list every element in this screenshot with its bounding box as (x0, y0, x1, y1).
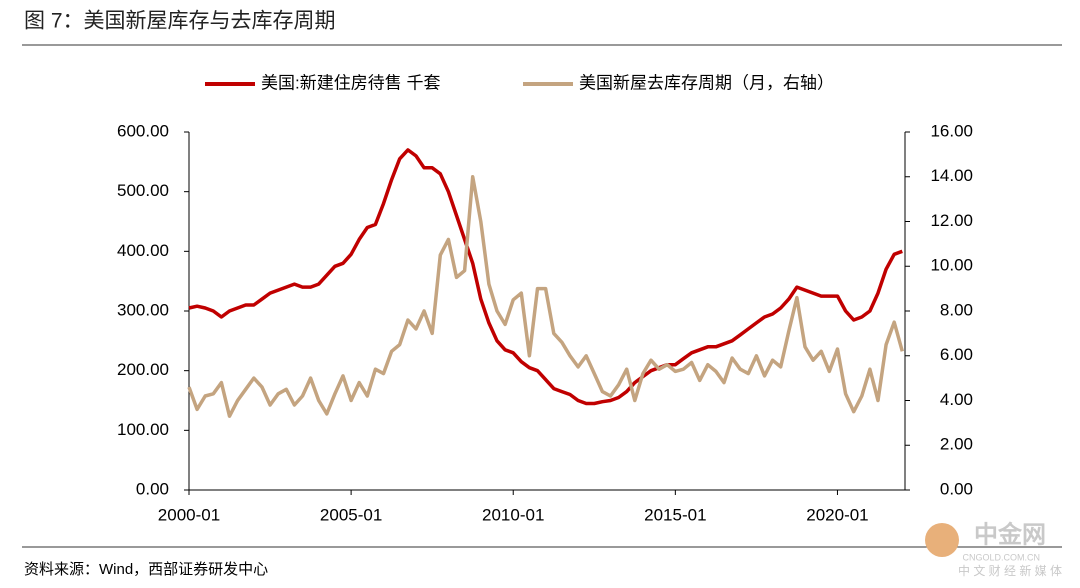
y-tick-label: 300.00 (117, 300, 169, 319)
chart-title: 图 7：美国新屋库存与去库存周期 (24, 10, 336, 33)
y2-tick-label: 0.00 (940, 479, 973, 498)
y2-tick-label: 2.00 (940, 435, 973, 454)
series-line (188, 148, 903, 406)
y2-tick-label: 4.00 (940, 390, 973, 409)
watermark-logo (925, 523, 959, 557)
y-tick-label: 600.00 (117, 121, 169, 140)
x-tick-label: 2005-01 (320, 505, 382, 524)
watermark-site: CNGOLD.COM.CN (962, 552, 1040, 562)
y-tick-label: 0.00 (136, 479, 169, 498)
x-tick-label: 2020-01 (806, 505, 868, 524)
x-tick-label: 2015-01 (644, 505, 706, 524)
y2-tick-label: 16.00 (930, 121, 973, 140)
y2-tick-label: 8.00 (940, 300, 973, 319)
y2-tick-label: 6.00 (940, 345, 973, 364)
series-line (187, 175, 904, 418)
watermark-name: 中金网 (974, 520, 1046, 548)
x-tick-label: 2010-01 (482, 505, 544, 524)
y-tick-label: 100.00 (117, 420, 169, 439)
source: 资料来源：Wind，西部证券研发中心 (24, 561, 268, 578)
watermark-slogan: 中 文 财 经 新 媒 体 (958, 563, 1062, 578)
y-tick-label: 200.00 (117, 360, 169, 379)
y-tick-label: 500.00 (117, 181, 169, 200)
y2-tick-label: 12.00 (930, 211, 973, 230)
x-tick-label: 2000-01 (158, 505, 220, 524)
y-tick-label: 400.00 (117, 241, 169, 260)
legend-label: 美国新屋去库存周期（月，右轴） (579, 73, 834, 92)
y2-tick-label: 10.00 (930, 256, 973, 275)
y2-tick-label: 14.00 (930, 166, 973, 185)
legend-label: 美国:新建住房待售 千套 (261, 73, 440, 92)
watermark: 中金网 CNGOLD.COM.CN 中 文 财 经 新 媒 体 (925, 520, 1062, 578)
